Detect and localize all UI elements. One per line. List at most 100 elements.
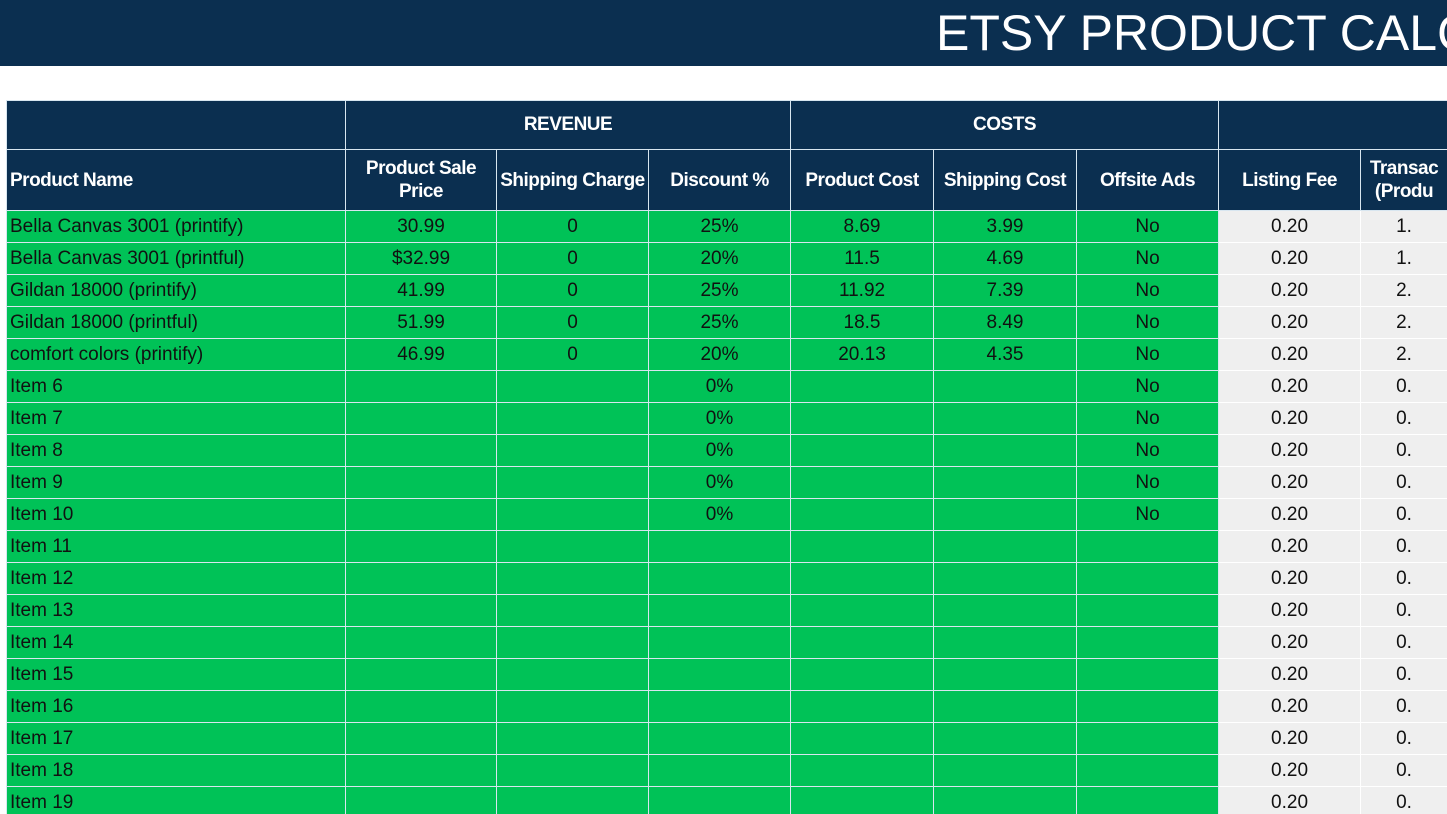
table-cell: No [1076,466,1220,499]
table-row: Item 9 0% No 0.20 0. [6,466,1447,499]
table-cell [647,562,792,595]
table-cell [790,754,935,787]
table-cell: 0% [647,466,792,499]
table-cell: 25% [647,210,792,243]
table-cell [496,434,649,467]
table-cell [345,754,497,787]
table-cell [1076,722,1220,755]
spreadsheet: REVENUE COSTS Product Name Product Sale P… [6,100,1447,814]
table-cell [647,594,792,627]
table-cell [790,402,935,435]
table-cell: 0. [1360,658,1447,691]
table-row: Item 7 0% No 0.20 0. [6,402,1447,435]
table-cell [790,594,935,627]
table-cell [933,434,1078,467]
table-cell [790,434,935,467]
table-cell [1076,658,1220,691]
table-cell: 0% [647,498,792,531]
table-cell [496,786,649,814]
table-cell: Item 16 [6,690,346,723]
table-cell: 30.99 [345,210,497,243]
table-cell: Bella Canvas 3001 (printify) [6,210,346,243]
table-cell [345,626,497,659]
table-cell: No [1076,306,1220,339]
table-cell: Item 8 [6,434,346,467]
table-cell [345,594,497,627]
table-cell: 0. [1360,498,1447,531]
table-cell: 0 [496,242,649,275]
table-cell: 0. [1360,562,1447,595]
table-cell: 2. [1360,274,1447,307]
table-cell: No [1076,210,1220,243]
table-cell: No [1076,242,1220,275]
table-cell: No [1076,402,1220,435]
table-cell: 3.99 [933,210,1078,243]
table-cell: 20% [647,338,792,371]
table-cell: 0.20 [1218,242,1362,275]
table-cell [1076,594,1220,627]
group-header-row: REVENUE COSTS [6,100,1447,150]
table-cell [933,530,1078,563]
group-header [1218,100,1447,150]
table-cell: 0.20 [1218,690,1362,723]
table-cell: 25% [647,306,792,339]
table-cell [933,722,1078,755]
table-cell: Item 17 [6,722,346,755]
table-cell: 7.39 [933,274,1078,307]
table-row: Item 14 0.20 0. [6,626,1447,659]
table-cell [933,626,1078,659]
table-cell: 0.20 [1218,754,1362,787]
table-cell [647,690,792,723]
page-title: ETSY PRODUCT CALC [936,5,1447,61]
table-cell [496,754,649,787]
table-cell: Item 9 [6,466,346,499]
table-row: Item 19 0.20 0. [6,786,1447,814]
table-cell: 0. [1360,626,1447,659]
table-cell: 0.20 [1218,658,1362,691]
table-cell: 0% [647,402,792,435]
table-cell: Item 19 [6,786,346,814]
table-cell [647,530,792,563]
table-cell: 0.20 [1218,306,1362,339]
table-row: Item 11 0.20 0. [6,530,1447,563]
table-cell [933,786,1078,814]
table-cell [496,722,649,755]
column-header: Product Cost [790,149,935,211]
table-row: Gildan 18000 (printify) 41.99 0 25% 11.92 7.3… [6,274,1447,307]
table-cell [790,658,935,691]
table-cell [345,434,497,467]
table-cell: 0% [647,434,792,467]
table-cell: 0. [1360,434,1447,467]
table-cell: 0.20 [1218,594,1362,627]
table-cell: 0% [647,370,792,403]
table-cell: 46.99 [345,338,497,371]
table-cell: 2. [1360,338,1447,371]
table-cell [790,370,935,403]
table-cell: Item 6 [6,370,346,403]
table-row: Gildan 18000 (printful) 51.99 0 25% 18.5 8.49… [6,306,1447,339]
table-cell [496,370,649,403]
table-cell: 0. [1360,594,1447,627]
table-cell [933,658,1078,691]
table-cell: 0 [496,338,649,371]
table-cell [496,530,649,563]
group-header: REVENUE [344,100,792,150]
table-cell [647,754,792,787]
table-cell: No [1076,434,1220,467]
table-row: Item 17 0.20 0. [6,722,1447,755]
table-cell [345,498,497,531]
table-cell [496,562,649,595]
column-header-row: Product Name Product Sale Price Shipping C… [6,149,1447,211]
table-cell [345,370,497,403]
table-cell: 4.35 [933,338,1078,371]
table-cell [1076,626,1220,659]
table-cell: 41.99 [345,274,497,307]
table-cell [790,466,935,499]
table-cell [345,402,497,435]
table-cell: 8.69 [790,210,935,243]
table-cell [933,498,1078,531]
group-header: COSTS [790,100,1220,150]
table-cell: Item 18 [6,754,346,787]
calculator-table: REVENUE COSTS Product Name Product Sale P… [6,100,1447,814]
